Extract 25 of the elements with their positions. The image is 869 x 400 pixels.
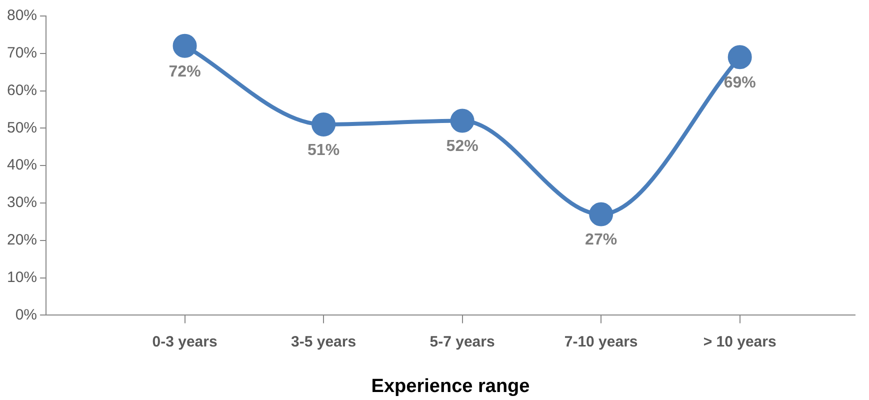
y-tick-label: 0% xyxy=(15,306,38,324)
y-tick-label: 70% xyxy=(6,44,38,62)
x-tick-label: 7-10 years xyxy=(564,333,638,350)
text: 52% xyxy=(446,138,478,156)
y-tick-label: 60% xyxy=(6,82,38,99)
x-axis-title: Experience range xyxy=(371,376,530,397)
x-tick-label: 0-3 years xyxy=(152,333,218,350)
y-tick-label: 80% xyxy=(6,7,38,24)
y-tick-label: 20% xyxy=(6,232,38,249)
text: 69% xyxy=(724,74,756,92)
point xyxy=(172,34,197,58)
point xyxy=(312,112,336,136)
text: 27% xyxy=(585,232,618,249)
y-tick-label: 10% xyxy=(6,268,38,286)
y-tick-label: 50% xyxy=(6,119,38,136)
y-tick-label: 30% xyxy=(6,194,38,212)
point xyxy=(450,108,474,133)
x-tick-label: > 10 years xyxy=(703,333,776,350)
text: 72% xyxy=(168,63,201,80)
x-tick-label: 5-7 years xyxy=(430,333,495,350)
point xyxy=(589,202,614,226)
y-tick-label: 40% xyxy=(6,156,38,174)
x-tick-label: 3-5 years xyxy=(291,333,356,350)
point xyxy=(728,45,752,70)
text: 51% xyxy=(308,142,340,159)
